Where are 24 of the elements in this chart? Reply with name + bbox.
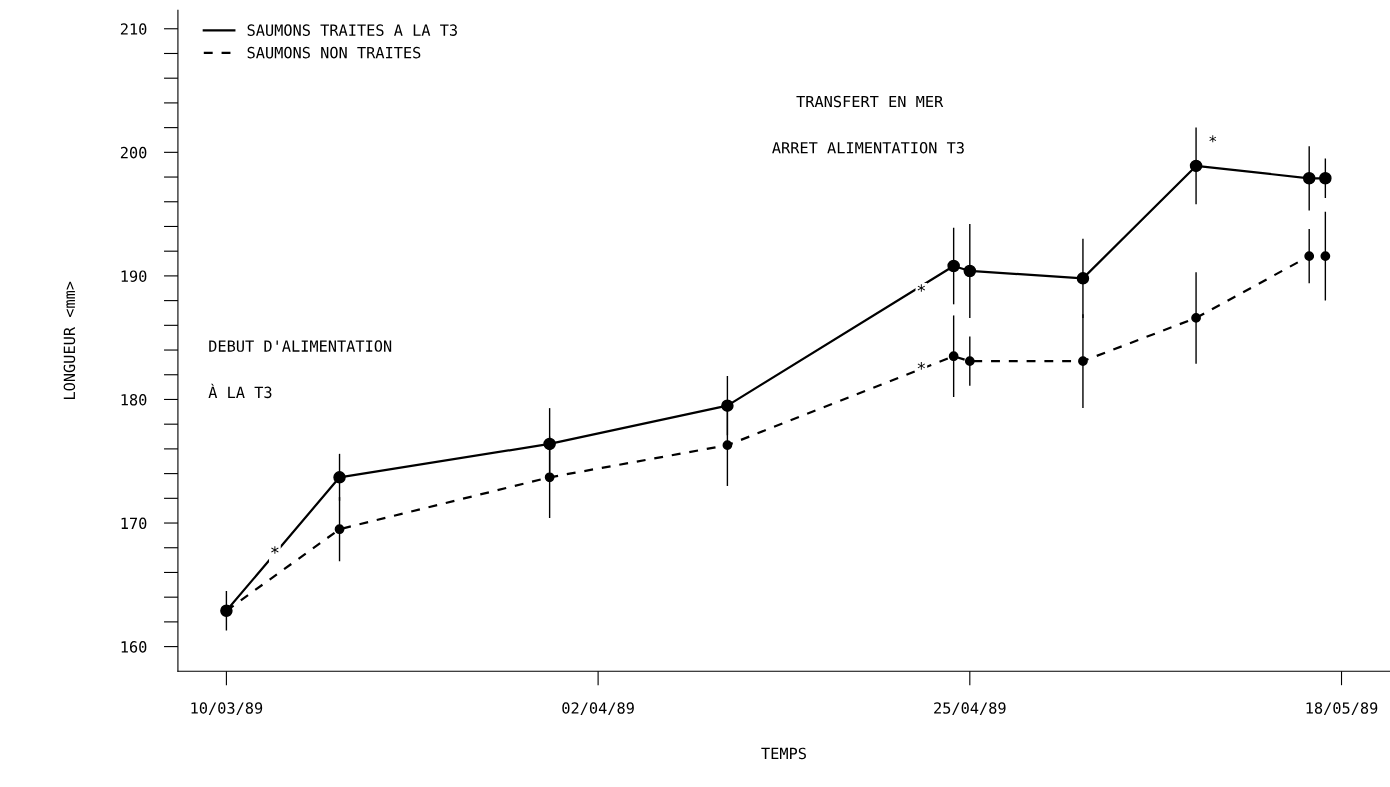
y-tick-label: 160	[121, 641, 147, 653]
legend-label: SAUMONS NON TRAITES	[247, 46, 421, 59]
legend-label: SAUMONS TRAITES A LA T3	[247, 24, 457, 36]
annotation: À LA T3	[208, 383, 272, 399]
annotation: *	[917, 362, 925, 370]
annotation: ARRET ALIMENTATION T3	[772, 141, 964, 154]
y-axis-title: LONGUEUR <mm>	[63, 281, 76, 399]
x-tick-label: 10/03/89	[191, 702, 263, 715]
annotation: *	[271, 546, 279, 554]
y-tick-label: 190	[121, 270, 147, 282]
y-tick-label: 170	[121, 517, 147, 530]
point	[543, 437, 556, 451]
x-tick-label: 18/05/89	[1306, 702, 1378, 715]
annotation: TRANSFERT EN MER	[796, 95, 944, 108]
y-tick-label: 210	[120, 23, 147, 35]
x-tick-label: 25/04/89	[934, 702, 1006, 715]
annotation: *	[917, 284, 925, 292]
y-tick-label: 200	[120, 146, 147, 159]
point	[1319, 172, 1332, 185]
y-tick-label: 180	[121, 393, 147, 406]
x-axis-title: TEMPS	[761, 747, 806, 760]
x-tick-label: 02/04/89	[562, 702, 634, 715]
annotation: DEBUT D'ALIMENTATION	[209, 340, 392, 352]
annotation: *	[1209, 135, 1217, 143]
